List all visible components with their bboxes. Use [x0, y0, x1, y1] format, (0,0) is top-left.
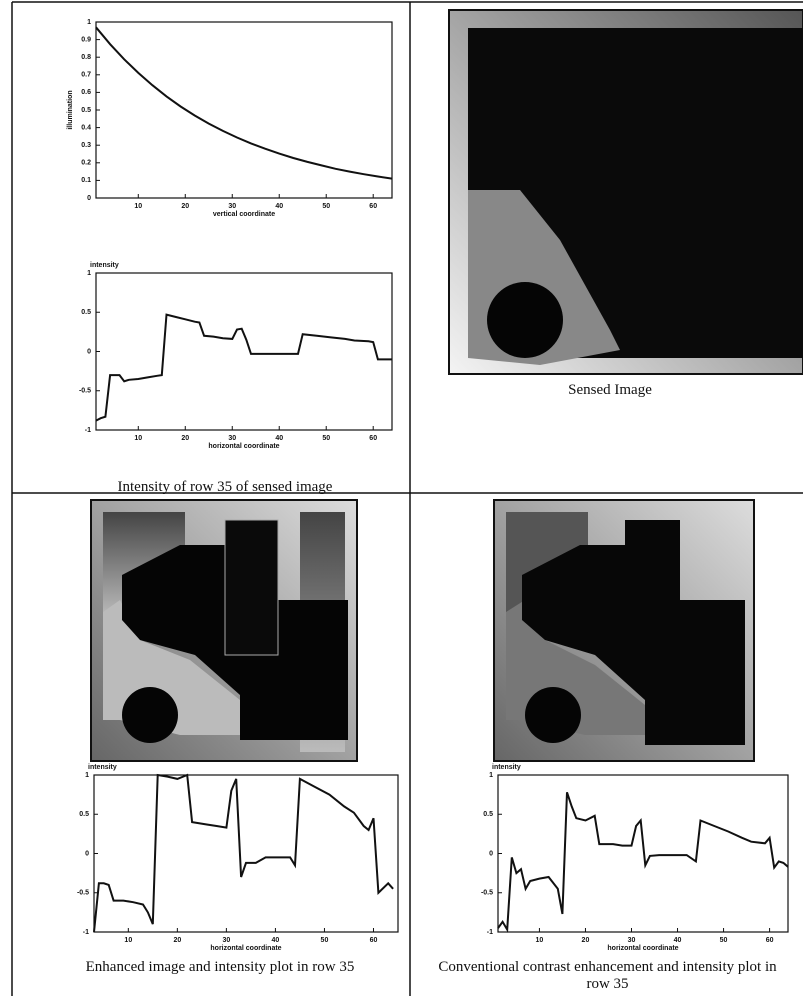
x-tick-label: 10 — [134, 203, 142, 210]
figure: 10203040506000.10.20.30.40.50.60.70.80.9… — [0, 0, 803, 996]
x-tick-label: 60 — [369, 203, 377, 210]
y-axis-label: intensity — [88, 764, 117, 771]
x-tick-label: 30 — [228, 435, 236, 442]
y-tick-label: 0.5 — [79, 811, 89, 818]
data-line — [96, 315, 392, 421]
y-tick-label: -0.5 — [79, 388, 91, 395]
y-tick-label: 0.9 — [81, 36, 91, 43]
x-tick-label: 20 — [181, 435, 189, 442]
y-tick-label: -1 — [83, 929, 89, 936]
caption: Intensity of row 35 of sensed image — [40, 479, 410, 496]
x-tick-label: 30 — [628, 937, 636, 944]
figure-page: 10203040506000.10.20.30.40.50.60.70.80.9… — [0, 0, 803, 996]
y-tick-label: 0.6 — [81, 89, 91, 96]
y-axis-label: intensity — [492, 764, 521, 771]
x-tick-label: 50 — [321, 937, 329, 944]
y-tick-label: 0 — [85, 850, 89, 857]
y-tick-label: -0.5 — [77, 890, 89, 897]
x-tick-label: 50 — [322, 435, 330, 442]
y-tick-label: -0.5 — [481, 890, 493, 897]
y-tick-label: 1 — [87, 270, 91, 277]
x-tick-label: 40 — [275, 435, 283, 442]
x-tick-label: 40 — [272, 937, 280, 944]
y-tick-label: 0.8 — [81, 54, 91, 61]
y-tick-label: 0 — [87, 348, 91, 355]
y-tick-label: 0.5 — [81, 107, 91, 114]
y-axis-label: illumination — [67, 90, 74, 129]
enhanced-image — [91, 500, 357, 761]
y-tick-label: -1 — [487, 929, 493, 936]
data-line — [498, 792, 788, 929]
y-tick-label: 0 — [87, 195, 91, 202]
y-tick-label: 0.3 — [81, 142, 91, 149]
x-tick-label: 30 — [228, 203, 236, 210]
x-tick-label: 40 — [275, 203, 283, 210]
x-tick-label: 10 — [124, 937, 132, 944]
data-line — [96, 27, 392, 178]
y-tick-label: 0.4 — [81, 124, 91, 131]
y-axis-label: intensity — [90, 262, 119, 269]
plot-area — [96, 273, 392, 430]
caption: Conventional contrast enhancement and in… — [425, 959, 790, 993]
y-tick-label: 0.1 — [81, 177, 91, 184]
x-tick-label: 10 — [536, 937, 544, 944]
y-tick-label: 0 — [489, 850, 493, 857]
x-axis-label: horizontal coordinate — [208, 443, 279, 450]
data-line — [94, 775, 393, 932]
x-axis-label: horizontal coordinate — [607, 945, 678, 952]
y-tick-label: 1 — [85, 772, 89, 779]
y-tick-label: 0.5 — [483, 811, 493, 818]
x-tick-label: 20 — [173, 937, 181, 944]
x-axis-label: vertical coordinate — [213, 211, 275, 218]
x-tick-label: 60 — [369, 435, 377, 442]
x-tick-label: 40 — [674, 937, 682, 944]
y-tick-label: 0.7 — [81, 72, 91, 79]
caption: Sensed Image — [460, 382, 760, 399]
y-tick-label: 0.2 — [81, 160, 91, 167]
sensed-image — [449, 10, 803, 374]
x-tick-label: 60 — [766, 937, 774, 944]
caption: Enhanced image and intensity plot in row… — [30, 959, 410, 976]
x-tick-label: 60 — [370, 937, 378, 944]
y-tick-label: 1 — [87, 19, 91, 26]
x-tick-label: 20 — [181, 203, 189, 210]
x-tick-label: 30 — [222, 937, 230, 944]
x-axis-label: horizontal coordinate — [210, 945, 281, 952]
x-tick-label: 50 — [720, 937, 728, 944]
x-tick-label: 50 — [322, 203, 330, 210]
x-tick-label: 10 — [134, 435, 142, 442]
plot-area — [498, 775, 788, 932]
y-tick-label: -1 — [85, 427, 91, 434]
y-tick-label: 0.5 — [81, 309, 91, 316]
plot-area — [94, 775, 398, 932]
conventional-image — [494, 500, 754, 761]
y-tick-label: 1 — [489, 772, 493, 779]
x-tick-label: 20 — [582, 937, 590, 944]
